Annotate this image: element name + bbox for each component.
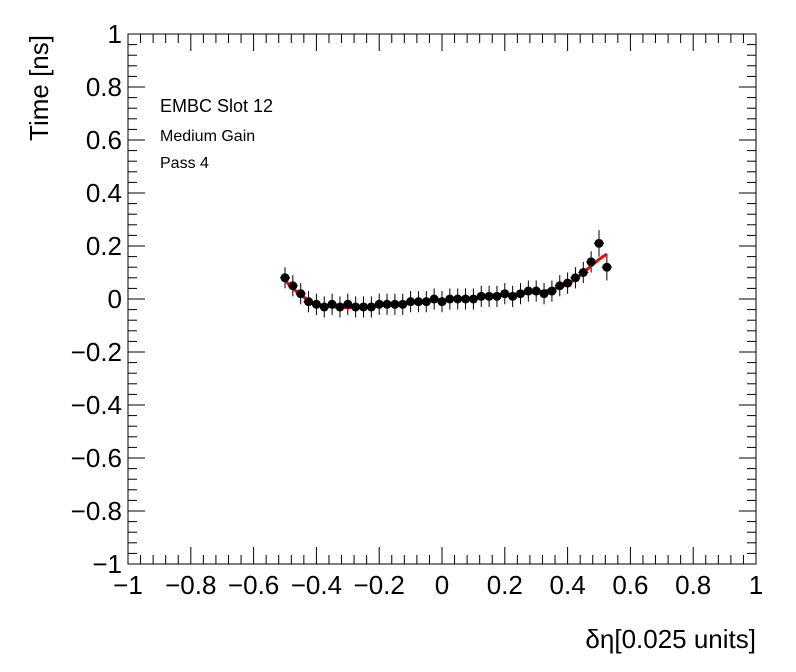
data-point bbox=[531, 286, 541, 296]
x-tick-label: −0.8 bbox=[165, 570, 216, 600]
data-point bbox=[366, 302, 376, 312]
y-tick-label: 0.2 bbox=[86, 231, 122, 261]
data-point bbox=[421, 297, 431, 307]
data-point bbox=[445, 294, 455, 304]
y-tick-label: −0.2 bbox=[71, 337, 122, 367]
data-point bbox=[398, 299, 408, 309]
data-point bbox=[288, 281, 298, 291]
data-point bbox=[296, 289, 306, 299]
data-point bbox=[570, 273, 580, 283]
data-point bbox=[563, 278, 573, 288]
data-point bbox=[500, 289, 510, 299]
x-tick-label: −0.6 bbox=[228, 570, 279, 600]
data-point bbox=[374, 299, 384, 309]
data-point bbox=[547, 286, 557, 296]
annotation-pass: Pass 4 bbox=[160, 155, 209, 172]
data-point bbox=[602, 262, 612, 272]
data-point bbox=[429, 294, 439, 304]
x-tick-label: 0.4 bbox=[550, 570, 586, 600]
data-point bbox=[406, 297, 416, 307]
data-point bbox=[468, 294, 478, 304]
y-tick-label: 1 bbox=[108, 19, 122, 49]
data-point bbox=[508, 291, 518, 301]
x-tick-label: −0.2 bbox=[354, 570, 405, 600]
y-tick-label: −0.8 bbox=[71, 496, 122, 526]
data-point bbox=[555, 281, 565, 291]
data-point bbox=[280, 273, 290, 283]
y-tick-label: −1 bbox=[92, 549, 122, 579]
data-point bbox=[390, 299, 400, 309]
data-point bbox=[437, 297, 447, 307]
data-point bbox=[516, 289, 525, 299]
y-axis-title: Time [ns] bbox=[24, 35, 54, 141]
data-point bbox=[327, 299, 337, 309]
data-point bbox=[586, 257, 596, 267]
data-point bbox=[335, 302, 345, 312]
annotation-gain: Medium Gain bbox=[160, 128, 255, 145]
data-point bbox=[523, 286, 533, 296]
y-tick-label: 0.6 bbox=[86, 125, 122, 155]
y-axis-ticks bbox=[128, 33, 756, 565]
data-point bbox=[311, 299, 321, 309]
data-point bbox=[304, 297, 314, 307]
y-axis-tick-labels: −1 −0.8 −0.6 −0.4 −0.2 0 0.2 0.4 0.6 0.8 1 bbox=[71, 19, 122, 579]
y-tick-label: −0.4 bbox=[71, 390, 122, 420]
x-tick-label: 0.6 bbox=[612, 570, 648, 600]
x-tick-label: 0 bbox=[435, 570, 449, 600]
data-point bbox=[461, 294, 471, 304]
x-tick-label: 1 bbox=[749, 570, 763, 600]
x-tick-label: 0.2 bbox=[487, 570, 523, 600]
data-point bbox=[382, 299, 392, 309]
x-axis-tick-labels: −1 −0.8 −0.6 −0.4 −0.2 0 0.2 0.4 0.6 0.8 1 bbox=[113, 570, 763, 600]
data-point bbox=[594, 238, 604, 248]
data-point bbox=[343, 299, 353, 309]
annotation-slot: EMBC Slot 12 bbox=[160, 96, 273, 116]
data-point bbox=[492, 291, 502, 301]
data-point bbox=[539, 289, 549, 299]
x-tick-label: 0.8 bbox=[675, 570, 711, 600]
x-axis-ticks bbox=[127, 34, 757, 564]
data-point bbox=[351, 302, 361, 312]
data-points bbox=[280, 238, 612, 312]
data-point bbox=[359, 302, 368, 312]
data-point bbox=[476, 291, 486, 301]
data-point bbox=[319, 302, 329, 312]
data-point bbox=[453, 294, 463, 304]
y-tick-label: 0.8 bbox=[86, 72, 122, 102]
data-point bbox=[484, 291, 494, 301]
data-point bbox=[413, 297, 423, 307]
data-point bbox=[578, 268, 588, 277]
y-tick-label: 0.4 bbox=[86, 178, 122, 208]
x-tick-label: −0.4 bbox=[291, 570, 342, 600]
x-axis-title: δη[0.025 units] bbox=[585, 624, 756, 654]
y-tick-label: 0 bbox=[108, 284, 122, 314]
y-tick-label: −0.6 bbox=[71, 443, 122, 473]
x-tick-label: −1 bbox=[113, 570, 143, 600]
